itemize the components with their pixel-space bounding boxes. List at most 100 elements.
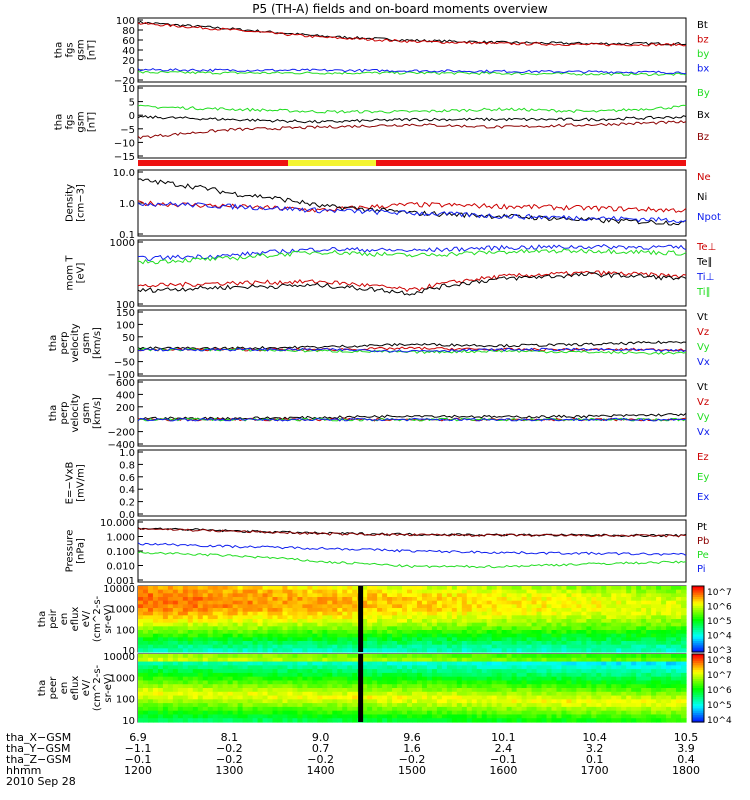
spectrogram-cell [546, 637, 553, 642]
spectrogram-cell [436, 648, 443, 653]
spectrogram-cell [681, 637, 687, 642]
spectrogram-cell [556, 626, 563, 631]
spectrogram-cell [267, 680, 274, 685]
spectrogram-cell [551, 586, 558, 591]
spectrogram-cell [626, 680, 632, 685]
spectrogram-cell [307, 691, 313, 697]
spectrogram-cell [436, 706, 443, 712]
spectrogram-cell [177, 586, 184, 591]
spectrogram-cell [257, 633, 264, 638]
spectrogram-cell [526, 633, 533, 638]
spectrogram-cell [476, 688, 483, 693]
spectrogram-cell [431, 665, 438, 670]
spectrogram-cell [576, 661, 582, 666]
spectrogram-cell [471, 688, 478, 693]
spectrogram-cell [646, 604, 652, 609]
spectrogram-cell [526, 710, 533, 716]
spectrogram-cell [421, 608, 428, 613]
spectrogram-cell [601, 703, 607, 708]
spectrogram-cell [177, 604, 184, 609]
spectrogram-cell [446, 676, 453, 682]
spectrogram-cell [337, 589, 343, 594]
spectrogram-cell [526, 615, 533, 620]
spectrogram-cell [666, 641, 672, 646]
spectrogram-cell [476, 706, 483, 712]
spectrogram-cell [262, 661, 269, 666]
spectrogram-cell [521, 680, 528, 685]
spectrogram-cell [431, 699, 438, 704]
spectrogram-cell [526, 611, 533, 616]
spectrogram-cell [441, 714, 448, 719]
spectrogram-cell [342, 691, 348, 697]
spectrogram-cell [187, 604, 194, 609]
spectrogram-cell [397, 703, 403, 708]
spectrogram-cell [646, 688, 652, 693]
colorbar-cell [692, 586, 704, 589]
spectrogram-cell [426, 691, 433, 697]
spectrogram-cell [476, 684, 483, 689]
chart-title: P5 (TH-A) fields and on-board moments ov… [252, 2, 548, 16]
spectrogram-cell [187, 641, 194, 646]
spectrogram-cell [217, 665, 224, 670]
spectrogram-cell [586, 604, 592, 609]
spectrogram-cell [262, 593, 269, 598]
colorbar-cell [692, 619, 704, 622]
spectrogram-cell [322, 611, 328, 616]
spectrogram-cell [466, 589, 473, 594]
spectrogram-cell [182, 669, 189, 674]
spectrogram-cell [347, 657, 353, 663]
spectrogram-cell [451, 718, 458, 723]
spectrogram-cell [362, 619, 368, 624]
spectrogram-cell [267, 699, 274, 704]
spectrogram-cell [322, 669, 328, 674]
spectrogram-cell [197, 597, 204, 602]
spectrogram-cell [606, 657, 612, 663]
spectrogram-cell [407, 661, 413, 666]
spectrogram-cell [152, 654, 159, 659]
spectrogram-cell [616, 611, 622, 616]
spectrogram-cell [626, 672, 632, 678]
spectrogram-cell [451, 608, 458, 613]
spectrogram-cell [681, 661, 687, 666]
spectrogram-cell [621, 641, 627, 646]
spectrogram-cell [247, 597, 254, 602]
spectrogram-cell [471, 644, 478, 649]
spectrogram-cell [476, 669, 483, 674]
spectrogram-cell [596, 718, 602, 723]
spectrogram-cell [541, 597, 548, 602]
spectrogram-cell [277, 714, 284, 719]
spectrogram-cell [177, 676, 184, 682]
spectrogram-cell [561, 706, 568, 712]
spectrogram-cell [601, 626, 607, 631]
spectrogram-cell [312, 604, 318, 609]
spectrogram-cell [546, 644, 553, 649]
spectrogram-cell [656, 684, 662, 689]
spectrogram-cell [242, 597, 249, 602]
spectrogram-cell [526, 703, 533, 708]
spectrogram-cell [377, 630, 383, 635]
spectrogram-cell [237, 593, 244, 598]
spectrogram-cell [232, 695, 239, 700]
spectrogram-cell [591, 691, 597, 697]
spectrogram-cell [446, 626, 453, 631]
spectrogram-cell [571, 604, 577, 609]
spectrogram-cell [172, 654, 179, 659]
spectrogram-cell [526, 648, 533, 653]
spectrogram-cell [367, 688, 373, 693]
colorbar-cell [692, 676, 704, 680]
colorbar-cell [692, 710, 704, 714]
spectrogram-cell [277, 661, 284, 666]
spectrogram-cell [192, 703, 199, 708]
spectrogram-cell [217, 688, 224, 693]
spectrogram-cell [167, 604, 174, 609]
colorbar-cell [692, 592, 704, 596]
spectrogram-cell [212, 665, 219, 670]
spectrogram-cell [277, 611, 284, 616]
spectrogram-cell [621, 622, 627, 627]
spectrogram-cell [566, 684, 573, 689]
spectrogram-cell [312, 622, 318, 627]
spectrogram-cell [541, 699, 548, 704]
ephem-value: 1600 [489, 764, 517, 777]
spectrogram-cell [272, 597, 279, 602]
spectrogram-cell [511, 665, 518, 670]
